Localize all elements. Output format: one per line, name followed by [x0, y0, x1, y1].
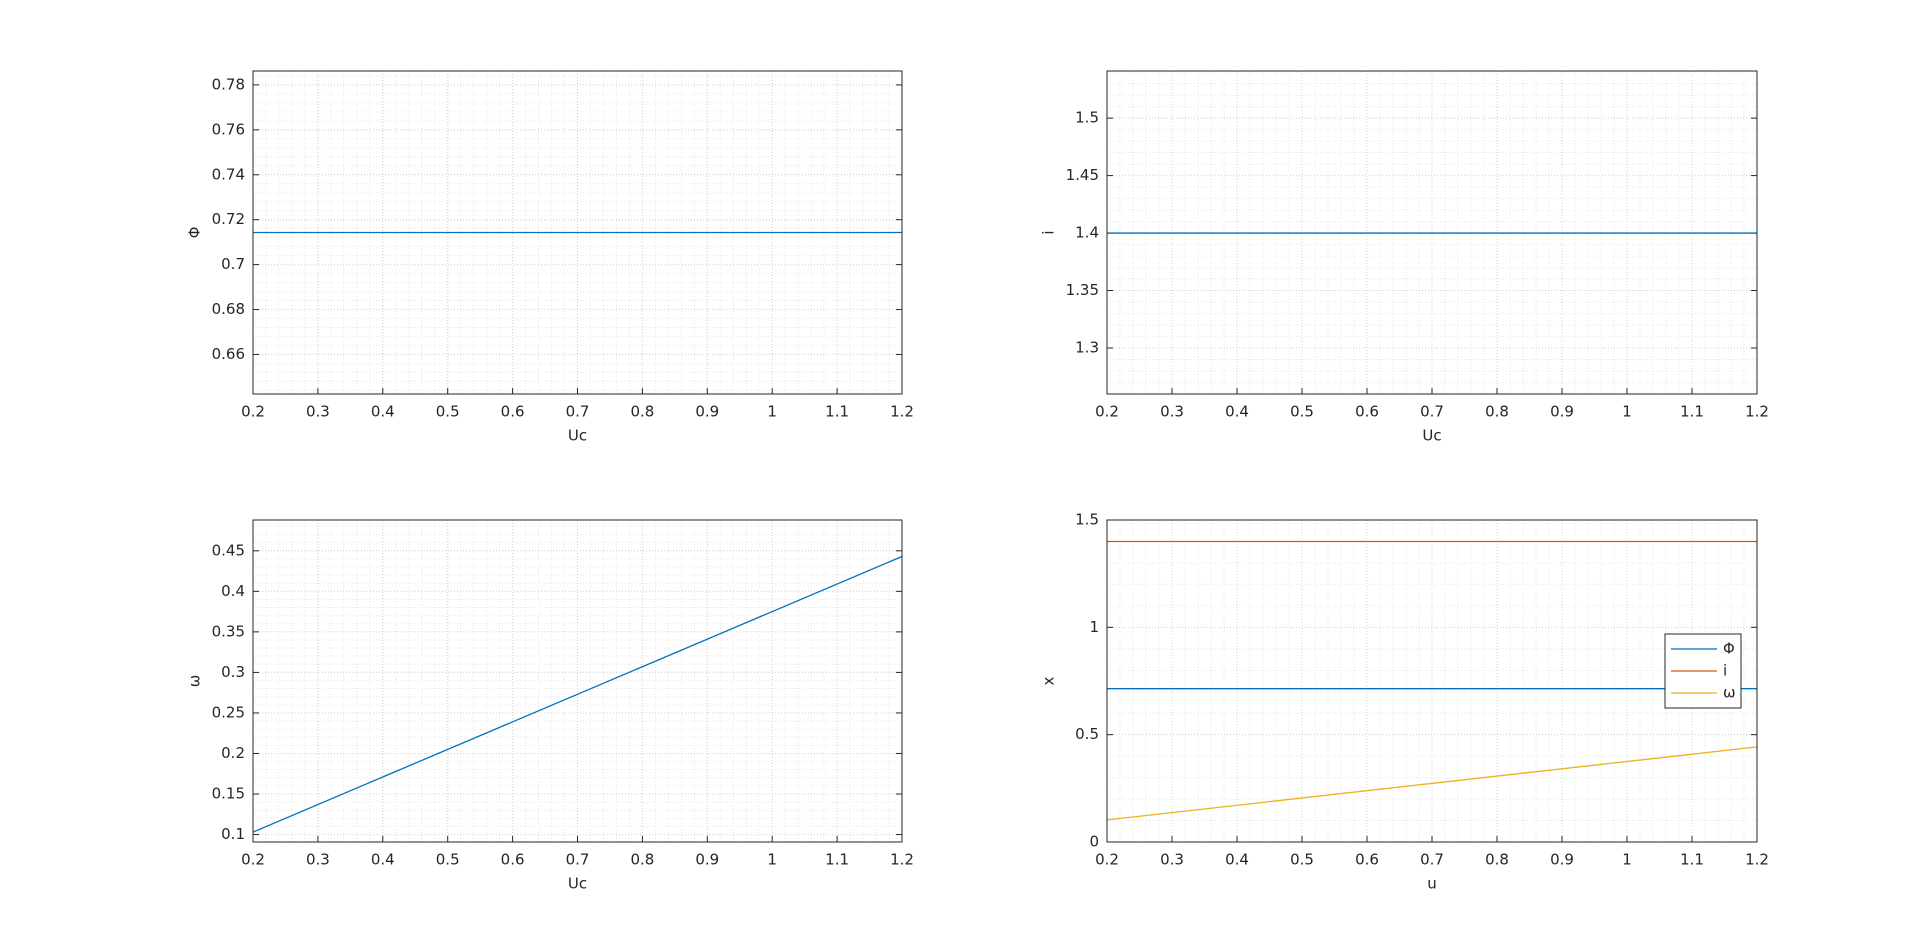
y-tick-label: 1.5: [1075, 109, 1099, 127]
y-axis-label: Φ: [186, 227, 204, 239]
x-tick-label: 0.7: [1420, 403, 1444, 421]
x-tick-label: 0.8: [630, 851, 654, 869]
x-tick-label: 0.2: [241, 851, 265, 869]
x-tick-label: 0.3: [306, 851, 330, 869]
subplot: 0.2 0.3 0.4 0.5 0.6 0.7 0.8 0.9 1 1.1 1.2 0 0.5 1 1.5 u…: [1040, 511, 1769, 893]
x-tick-label: 0.5: [436, 403, 460, 421]
y-tick-label: 0.1: [221, 825, 245, 843]
y-tick-label: 1.45: [1066, 166, 1099, 184]
x-tick-label: 1: [767, 851, 777, 869]
axes-box: [1106, 70, 1758, 395]
legend-label: i: [1723, 662, 1727, 680]
x-tick-label: 0.7: [1420, 851, 1444, 869]
x-tick-label: 1: [767, 403, 777, 421]
x-tick-label: 1.2: [890, 851, 914, 869]
y-tick-label: 1.3: [1075, 339, 1099, 357]
x-tick-label: 0.8: [1485, 851, 1509, 869]
x-tick-label: 0.9: [1550, 851, 1574, 869]
y-axis-label: x: [1040, 676, 1058, 685]
plot-area: [1107, 520, 1757, 842]
legend-label: ω: [1723, 684, 1736, 702]
x-tick-label: 0.6: [1355, 851, 1379, 869]
x-axis-label: Uc: [568, 427, 587, 445]
x-axis-label: Uc: [568, 875, 587, 893]
x-tick-label: 1: [1622, 851, 1632, 869]
y-tick-label: 0.78: [212, 75, 245, 93]
data-line: [1106, 746, 1758, 821]
x-tick-label: 1.2: [1745, 403, 1769, 421]
x-tick-label: 0.7: [566, 403, 590, 421]
x-tick-label: 0.5: [436, 851, 460, 869]
subplot: 0.2 0.3 0.4 0.5 0.6 0.7 0.8 0.9 1 1.1 1.2 0.1 0.15 0.…: [186, 519, 914, 893]
x-tick-label: 0.6: [1355, 403, 1379, 421]
y-tick-label: 0.72: [212, 210, 245, 228]
y-tick-label: 0.76: [212, 120, 245, 138]
x-tick-label: 0.9: [695, 403, 719, 421]
y-tick-label: 0.3: [221, 663, 245, 681]
x-tick-label: 0.4: [371, 851, 395, 869]
x-tick-label: 0.2: [1095, 403, 1119, 421]
axes-box: [1106, 519, 1758, 843]
x-tick-label: 1.1: [1680, 403, 1704, 421]
y-tick-label: 0.68: [212, 300, 245, 318]
data-line: [252, 555, 903, 833]
x-axis-label: Uc: [1422, 427, 1441, 445]
y-tick-label: 0.7: [221, 255, 245, 273]
y-tick-label: 1.35: [1066, 281, 1099, 299]
legend-label: Φ: [1723, 640, 1735, 658]
y-tick-label: 0.45: [212, 541, 245, 559]
x-tick-label: 1.2: [890, 403, 914, 421]
y-tick-label: 0.74: [212, 165, 245, 183]
x-tick-label: 1.1: [1680, 851, 1704, 869]
x-tick-label: 0.4: [1225, 851, 1249, 869]
y-tick-label: 0.5: [1075, 725, 1099, 743]
axes-box: [252, 70, 903, 395]
x-axis-label: u: [1427, 875, 1437, 893]
y-tick-label: 0.35: [212, 622, 245, 640]
x-tick-label: 1.2: [1745, 851, 1769, 869]
x-tick-label: 0.3: [306, 403, 330, 421]
x-tick-label: 0.9: [695, 851, 719, 869]
x-tick-label: 1.1: [825, 851, 849, 869]
x-tick-label: 0.4: [1225, 403, 1249, 421]
x-tick-label: 0.8: [630, 403, 654, 421]
y-tick-label: 1.5: [1075, 511, 1099, 529]
x-tick-label: 0.4: [371, 403, 395, 421]
y-axis-label: ω: [186, 675, 204, 688]
x-tick-label: 1: [1622, 403, 1632, 421]
y-tick-label: 0: [1089, 833, 1099, 851]
x-tick-label: 0.7: [566, 851, 590, 869]
x-tick-label: 0.3: [1160, 851, 1184, 869]
axes-box: [252, 519, 903, 843]
y-tick-label: 1: [1089, 618, 1099, 636]
x-tick-label: 0.3: [1160, 403, 1184, 421]
y-tick-label: 0.66: [212, 345, 245, 363]
x-tick-label: 0.6: [501, 851, 525, 869]
x-tick-label: 0.2: [1095, 851, 1119, 869]
y-tick-label: 1.4: [1075, 224, 1099, 242]
x-tick-label: 0.8: [1485, 403, 1509, 421]
y-tick-label: 0.25: [212, 703, 245, 721]
subplot: 0.2 0.3 0.4 0.5 0.6 0.7 0.8 0.9 1 1.1 1.2 1.3 1.35 1.…: [1040, 70, 1769, 445]
x-tick-label: 0.2: [241, 403, 265, 421]
y-tick-label: 0.2: [221, 744, 245, 762]
x-tick-label: 1.1: [825, 403, 849, 421]
y-tick-label: 0.15: [212, 785, 245, 803]
subplot: 0.2 0.3 0.4 0.5 0.6 0.7 0.8 0.9 1 1.1 1.2 0.66 0.68 0…: [186, 70, 914, 445]
x-tick-label: 0.6: [501, 403, 525, 421]
y-axis-label: i: [1040, 230, 1058, 234]
x-tick-label: 0.5: [1290, 403, 1314, 421]
x-tick-label: 0.5: [1290, 851, 1314, 869]
x-tick-label: 0.9: [1550, 403, 1574, 421]
y-tick-label: 0.4: [221, 582, 245, 600]
